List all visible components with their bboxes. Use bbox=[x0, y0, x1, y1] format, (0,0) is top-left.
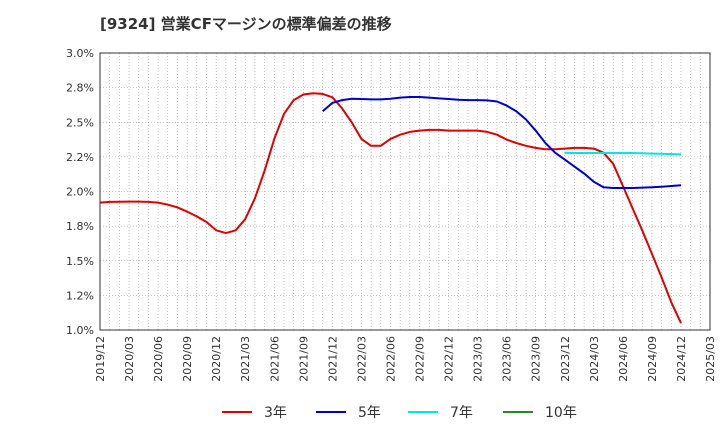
x-tick-label: 2024/12 bbox=[675, 336, 688, 382]
x-tick-label: 2020/12 bbox=[210, 336, 223, 382]
x-tick-label: 2021/09 bbox=[297, 336, 310, 382]
legend-item-1: 5年 bbox=[316, 405, 381, 421]
x-tick-label: 2022/09 bbox=[414, 336, 427, 382]
legend-label: 5年 bbox=[358, 405, 381, 421]
y-tick-label: 1.2% bbox=[66, 289, 94, 302]
grid bbox=[99, 52, 711, 331]
y-tick-label: 1.0% bbox=[66, 324, 94, 337]
plot-frame bbox=[99, 52, 711, 331]
legend: 3年 5年 7年 10年 bbox=[222, 405, 577, 421]
y-tick-label: 2.5% bbox=[66, 116, 94, 129]
y-axis-ticks: 1.0% 1.2% 1.5% 1.8% 2.0% 2.2% 2.5% 2.8% 3.0% bbox=[66, 47, 94, 337]
legend-item-2: 7年 bbox=[408, 405, 473, 421]
series-line-0 bbox=[99, 92, 682, 324]
x-tick-label: 2019/12 bbox=[94, 336, 107, 382]
chart-title: [9324] 営業CFマージンの標準偏差の推移 bbox=[100, 15, 392, 33]
y-tick-label: 2.8% bbox=[66, 82, 94, 95]
x-tick-label: 2024/09 bbox=[646, 336, 659, 382]
series-layer bbox=[99, 92, 682, 324]
x-tick-label: 2021/03 bbox=[239, 336, 252, 382]
x-tick-label: 2021/12 bbox=[326, 336, 339, 382]
series-line-2 bbox=[564, 151, 682, 156]
y-tick-label: 1.5% bbox=[66, 255, 94, 268]
x-tick-label: 2023/12 bbox=[559, 336, 572, 382]
x-tick-label: 2022/03 bbox=[355, 336, 368, 382]
x-tick-label: 2020/03 bbox=[123, 336, 136, 382]
legend-item-3: 10年 bbox=[503, 405, 577, 421]
x-tick-label: 2024/03 bbox=[588, 336, 601, 382]
series-line-1 bbox=[322, 96, 682, 189]
y-tick-label: 1.8% bbox=[66, 220, 94, 233]
legend-label: 7年 bbox=[450, 405, 473, 421]
legend-label: 10年 bbox=[545, 405, 577, 421]
legend-label: 3年 bbox=[264, 405, 287, 421]
x-tick-label: 2024/06 bbox=[617, 336, 630, 382]
x-axis-ticks: 2019/12 2020/03 2020/06 2020/09 2020/12 2021/… bbox=[94, 336, 717, 382]
x-tick-label: 2022/06 bbox=[384, 336, 397, 382]
y-tick-label: 2.2% bbox=[66, 151, 94, 164]
x-tick-label: 2020/09 bbox=[181, 336, 194, 382]
x-tick-label: 2020/06 bbox=[152, 336, 165, 382]
y-tick-label: 2.0% bbox=[66, 186, 94, 199]
x-tick-label: 2023/06 bbox=[501, 336, 514, 382]
x-tick-label: 2021/06 bbox=[268, 336, 281, 382]
y-tick-label: 3.0% bbox=[66, 47, 94, 60]
legend-item-0: 3年 bbox=[222, 405, 287, 421]
x-tick-label: 2025/03 bbox=[704, 336, 717, 382]
x-tick-label: 2022/12 bbox=[443, 336, 456, 382]
x-tick-label: 2023/09 bbox=[530, 336, 543, 382]
x-tick-label: 2023/03 bbox=[472, 336, 485, 382]
